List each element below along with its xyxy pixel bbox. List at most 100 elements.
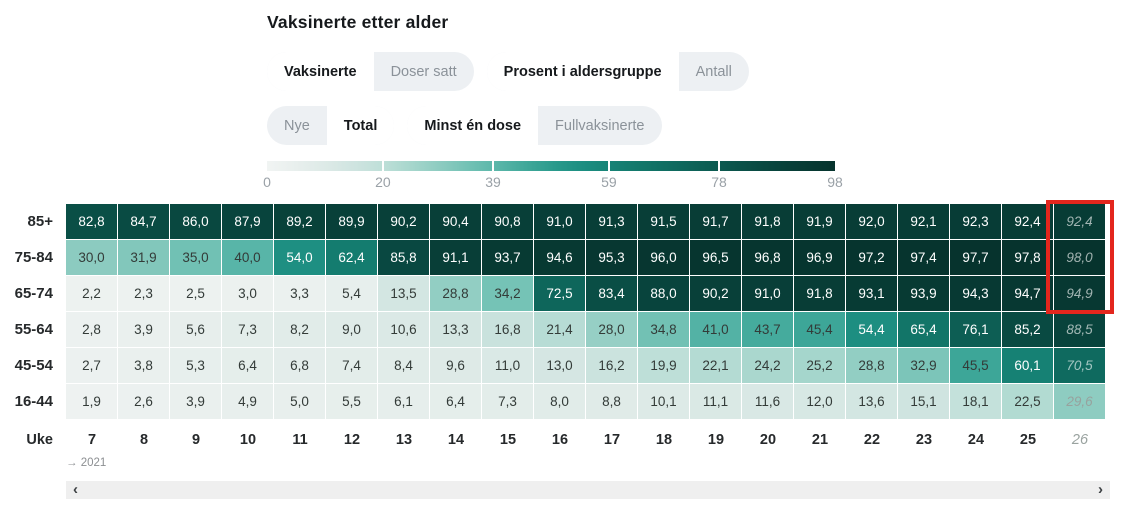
heatmap-cell[interactable]: 5,4: [326, 276, 378, 312]
heatmap-cell[interactable]: 92,0: [846, 204, 898, 240]
heatmap-cell[interactable]: 2,6: [118, 384, 170, 420]
heatmap-cell[interactable]: 16,8: [482, 312, 534, 348]
heatmap-cell[interactable]: 91,5: [638, 204, 690, 240]
heatmap-cell[interactable]: 30,0: [66, 240, 118, 276]
heatmap-cell[interactable]: 90,2: [378, 204, 430, 240]
heatmap-cell[interactable]: 45,4: [794, 312, 846, 348]
heatmap-cell[interactable]: 10,1: [638, 384, 690, 420]
heatmap-cell[interactable]: 7,3: [222, 312, 274, 348]
heatmap-cell[interactable]: 13,0: [534, 348, 586, 384]
heatmap-cell[interactable]: 35,0: [170, 240, 222, 276]
heatmap-cell[interactable]: 83,4: [586, 276, 638, 312]
heatmap-cell[interactable]: 90,8: [482, 204, 534, 240]
heatmap-cell[interactable]: 90,4: [430, 204, 482, 240]
heatmap-cell[interactable]: 3,0: [222, 276, 274, 312]
heatmap-cell[interactable]: 7,4: [326, 348, 378, 384]
heatmap-cell[interactable]: 11,1: [690, 384, 742, 420]
toggle-option-period-1[interactable]: Total: [326, 106, 395, 145]
heatmap-cell[interactable]: 6,4: [430, 384, 482, 420]
heatmap-cell[interactable]: 1,9: [66, 384, 118, 420]
heatmap-cell[interactable]: 76,1: [950, 312, 1002, 348]
heatmap-cell[interactable]: 91,0: [534, 204, 586, 240]
heatmap-cell[interactable]: 93,7: [482, 240, 534, 276]
heatmap-cell[interactable]: 97,2: [846, 240, 898, 276]
heatmap-cell[interactable]: 2,7: [66, 348, 118, 384]
heatmap-cell[interactable]: 11,0: [482, 348, 534, 384]
heatmap-cell[interactable]: 89,9: [326, 204, 378, 240]
heatmap-cell[interactable]: 28,8: [846, 348, 898, 384]
heatmap-cell[interactable]: 91,9: [794, 204, 846, 240]
toggle-option-dataset-0[interactable]: Vaksinerte: [267, 52, 374, 91]
heatmap-cell[interactable]: 28,8: [430, 276, 482, 312]
toggle-option-period-0[interactable]: Nye: [284, 117, 310, 134]
heatmap-cell[interactable]: 5,0: [274, 384, 326, 420]
heatmap-cell[interactable]: 94,7: [1002, 276, 1054, 312]
heatmap-cell[interactable]: 91,8: [794, 276, 846, 312]
heatmap-cell[interactable]: 18,1: [950, 384, 1002, 420]
heatmap-cell[interactable]: 2,3: [118, 276, 170, 312]
heatmap-cell[interactable]: 5,5: [326, 384, 378, 420]
heatmap-cell[interactable]: 2,2: [66, 276, 118, 312]
heatmap-cell[interactable]: 34,8: [638, 312, 690, 348]
heatmap-cell[interactable]: 7,3: [482, 384, 534, 420]
toggle-option-dose-0[interactable]: Minst én dose: [407, 106, 539, 145]
heatmap-cell[interactable]: 96,5: [690, 240, 742, 276]
heatmap-cell[interactable]: 3,9: [170, 384, 222, 420]
heatmap-cell[interactable]: 10,6: [378, 312, 430, 348]
heatmap-cell[interactable]: 3,9: [118, 312, 170, 348]
heatmap-cell[interactable]: 6,4: [222, 348, 274, 384]
heatmap-cell[interactable]: 13,6: [846, 384, 898, 420]
heatmap-cell[interactable]: 8,4: [378, 348, 430, 384]
heatmap-cell[interactable]: 82,8: [66, 204, 118, 240]
scroll-left-icon[interactable]: ‹: [73, 481, 78, 498]
heatmap-cell[interactable]: 3,8: [118, 348, 170, 384]
heatmap-cell[interactable]: 86,0: [170, 204, 222, 240]
heatmap-cell[interactable]: 28,0: [586, 312, 638, 348]
heatmap-cell[interactable]: 95,3: [586, 240, 638, 276]
heatmap-cell[interactable]: 92,1: [898, 204, 950, 240]
heatmap-cell[interactable]: 91,3: [586, 204, 638, 240]
toggle-option-metric-0[interactable]: Prosent i aldersgruppe: [486, 52, 679, 91]
heatmap-cell[interactable]: 5,6: [170, 312, 222, 348]
heatmap-cell[interactable]: 8,8: [586, 384, 638, 420]
heatmap-cell[interactable]: 94,6: [534, 240, 586, 276]
heatmap-cell[interactable]: 98,0: [1054, 240, 1106, 276]
heatmap-cell[interactable]: 22,5: [1002, 384, 1054, 420]
heatmap-cell[interactable]: 97,7: [950, 240, 1002, 276]
heatmap-cell[interactable]: 97,8: [1002, 240, 1054, 276]
heatmap-cell[interactable]: 85,2: [1002, 312, 1054, 348]
heatmap-cell[interactable]: 25,2: [794, 348, 846, 384]
toggle-option-dose-1[interactable]: Fullvaksinerte: [555, 117, 645, 134]
heatmap-cell[interactable]: 84,7: [118, 204, 170, 240]
heatmap-cell[interactable]: 24,2: [742, 348, 794, 384]
heatmap-cell[interactable]: 12,0: [794, 384, 846, 420]
toggle-option-dataset-1[interactable]: Doser satt: [390, 63, 457, 80]
heatmap-cell[interactable]: 6,8: [274, 348, 326, 384]
heatmap-cell[interactable]: 72,5: [534, 276, 586, 312]
heatmap-cell[interactable]: 91,1: [430, 240, 482, 276]
heatmap-cell[interactable]: 41,0: [690, 312, 742, 348]
heatmap-cell[interactable]: 65,4: [898, 312, 950, 348]
heatmap-cell[interactable]: 9,0: [326, 312, 378, 348]
heatmap-cell[interactable]: 21,4: [534, 312, 586, 348]
heatmap-cell[interactable]: 88,5: [1054, 312, 1106, 348]
heatmap-cell[interactable]: 60,1: [1002, 348, 1054, 384]
scroll-right-icon[interactable]: ›: [1098, 481, 1103, 498]
heatmap-cell[interactable]: 8,2: [274, 312, 326, 348]
heatmap-cell[interactable]: 3,3: [274, 276, 326, 312]
heatmap-cell[interactable]: 54,0: [274, 240, 326, 276]
heatmap-cell[interactable]: 92,3: [950, 204, 1002, 240]
heatmap-cell[interactable]: 11,6: [742, 384, 794, 420]
horizontal-scrollbar[interactable]: ‹ ›: [66, 481, 1110, 499]
heatmap-cell[interactable]: 54,4: [846, 312, 898, 348]
heatmap-cell[interactable]: 94,9: [1054, 276, 1106, 312]
heatmap-cell[interactable]: 34,2: [482, 276, 534, 312]
heatmap-cell[interactable]: 93,9: [898, 276, 950, 312]
heatmap-cell[interactable]: 62,4: [326, 240, 378, 276]
heatmap-cell[interactable]: 22,1: [690, 348, 742, 384]
heatmap-cell[interactable]: 29,6: [1054, 384, 1106, 420]
heatmap-cell[interactable]: 6,1: [378, 384, 430, 420]
heatmap-cell[interactable]: 91,0: [742, 276, 794, 312]
heatmap-cell[interactable]: 43,7: [742, 312, 794, 348]
heatmap-cell[interactable]: 31,9: [118, 240, 170, 276]
